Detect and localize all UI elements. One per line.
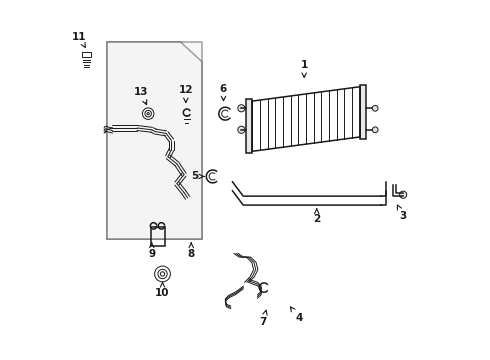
Text: 5: 5 (191, 171, 204, 181)
Text: 3: 3 (397, 205, 406, 221)
Polygon shape (107, 42, 202, 239)
Text: 12: 12 (178, 85, 193, 103)
Bar (360, 85, 366, 139)
Circle shape (399, 191, 407, 198)
Text: 11: 11 (72, 32, 87, 48)
Text: 2: 2 (313, 209, 320, 224)
Text: 8: 8 (188, 243, 195, 258)
Bar (151, 226, 165, 246)
Circle shape (238, 126, 245, 134)
Text: 7: 7 (259, 310, 267, 327)
Circle shape (372, 105, 378, 111)
Text: 10: 10 (155, 282, 170, 298)
Bar (82, 51, 91, 57)
Text: 4: 4 (291, 307, 302, 323)
Text: 9: 9 (148, 243, 155, 258)
Circle shape (372, 127, 378, 133)
Text: 13: 13 (134, 87, 148, 105)
Text: 6: 6 (220, 84, 227, 101)
Circle shape (238, 105, 245, 112)
Polygon shape (107, 42, 202, 239)
Text: 1: 1 (300, 60, 308, 77)
Bar (245, 99, 252, 153)
